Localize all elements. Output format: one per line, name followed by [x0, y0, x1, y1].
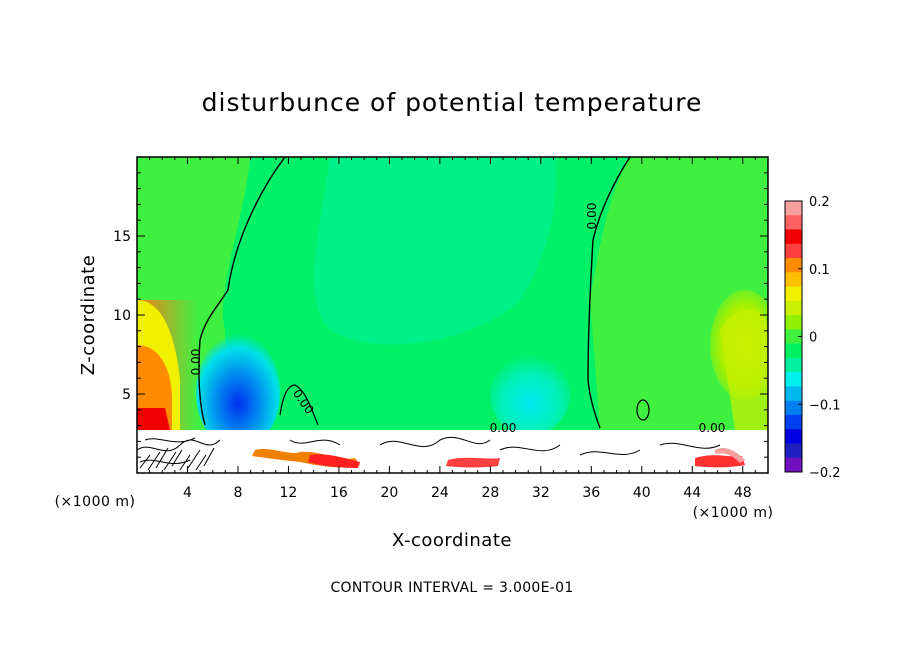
x-tick-label: 32: [532, 485, 550, 501]
contour-interval-text: CONTOUR INTERVAL = 3.000E-01: [330, 580, 573, 596]
x-tick-label: 28: [481, 485, 499, 501]
y-axis-title: Z-coordinate: [78, 255, 99, 376]
x-tick-label: 8: [233, 485, 242, 501]
colorbar-tick-label: −0.2: [809, 466, 841, 481]
colorbar-tick-label: 0: [809, 331, 817, 346]
colorbar-tick-label: −0.1: [809, 398, 841, 413]
terrain-color-anomaly-5: [715, 448, 745, 463]
y-tick-label: 15: [113, 229, 131, 245]
field-region-right-yellow: [720, 309, 768, 430]
zero-contour-left: [198, 157, 286, 426]
colorbar-swatch: [785, 300, 802, 316]
x-unit-label-right: (×1000 m): [693, 505, 774, 521]
colorbar-swatch: [785, 258, 802, 273]
contour-label-28km: 0.00: [490, 421, 517, 435]
colorbar-tick-label: 0.2: [809, 195, 830, 210]
field-region-cold-pool: [196, 334, 280, 450]
zero-contour-40km: [636, 399, 650, 421]
x-tick-label: 4: [183, 485, 192, 501]
colorbar-swatch: [785, 272, 802, 288]
colorbar-ticks: 0.2 0.1 0 −0.1 −0.2: [798, 195, 841, 481]
x-tick-label: 12: [280, 485, 298, 501]
terrain-color-anomaly-4: [695, 455, 745, 468]
colorbar-swatch: [785, 429, 802, 444]
colorbar-swatch: [785, 457, 802, 473]
y-axis-ticks: 5 10 15: [113, 172, 768, 458]
colorbar-swatch: [785, 286, 802, 302]
field-region-cool-mid: [490, 355, 570, 435]
x-tick-label: 20: [380, 485, 398, 501]
colorbar-swatch: [785, 229, 802, 245]
colorbar-swatch: [785, 243, 802, 259]
x-tick-label: 16: [330, 485, 348, 501]
colorbar-swatch: [785, 414, 802, 430]
terrain-hatching: [139, 447, 215, 471]
field-region-core: [314, 157, 556, 345]
x-tick-label: 40: [633, 485, 651, 501]
terrain-color-anomaly-2: [308, 454, 360, 468]
colorbar-swatch: [785, 201, 802, 216]
zero-contour-12km: [279, 384, 319, 426]
colorbar-swatch: [785, 215, 802, 231]
x-tick-label: 48: [734, 485, 752, 501]
x-tick-label: 36: [582, 485, 600, 501]
zero-contour-right: [587, 157, 631, 429]
plot-area: [137, 157, 768, 473]
colorbar-swatch: [785, 343, 802, 359]
colorbar-swatch: [785, 386, 802, 402]
colorbar-swatch: [785, 400, 802, 416]
colorbar-tick-label: 0.1: [809, 263, 830, 278]
y-tick-label: 10: [113, 308, 131, 324]
field-region-left-red: [137, 408, 170, 430]
y-tick-label: 5: [122, 387, 131, 403]
contour-label-46km: 0.00: [699, 421, 726, 435]
chart-title: disturbunce of potential temperature: [202, 88, 703, 117]
contour-label-left: 0.00: [189, 349, 203, 376]
terrain-color-anomaly-3: [446, 457, 500, 468]
colorbar-swatch: [785, 329, 802, 345]
colorbar: [785, 201, 802, 473]
contour-label-right: 0.00: [585, 203, 599, 230]
colorbar-swatch: [785, 443, 802, 459]
x-tick-label: 24: [431, 485, 449, 501]
x-unit-label-left: (×1000 m): [55, 494, 136, 510]
colorbar-swatch: [785, 357, 802, 373]
colorbar-swatch: [785, 315, 802, 330]
colorbar-swatch: [785, 372, 802, 387]
x-axis-title: X-coordinate: [392, 530, 512, 551]
x-axis-ticks: 4 8 12 16 20 24 28 32 36 40 44 48: [149, 157, 756, 501]
x-tick-label: 44: [683, 485, 701, 501]
terrain-contours: [137, 436, 721, 465]
